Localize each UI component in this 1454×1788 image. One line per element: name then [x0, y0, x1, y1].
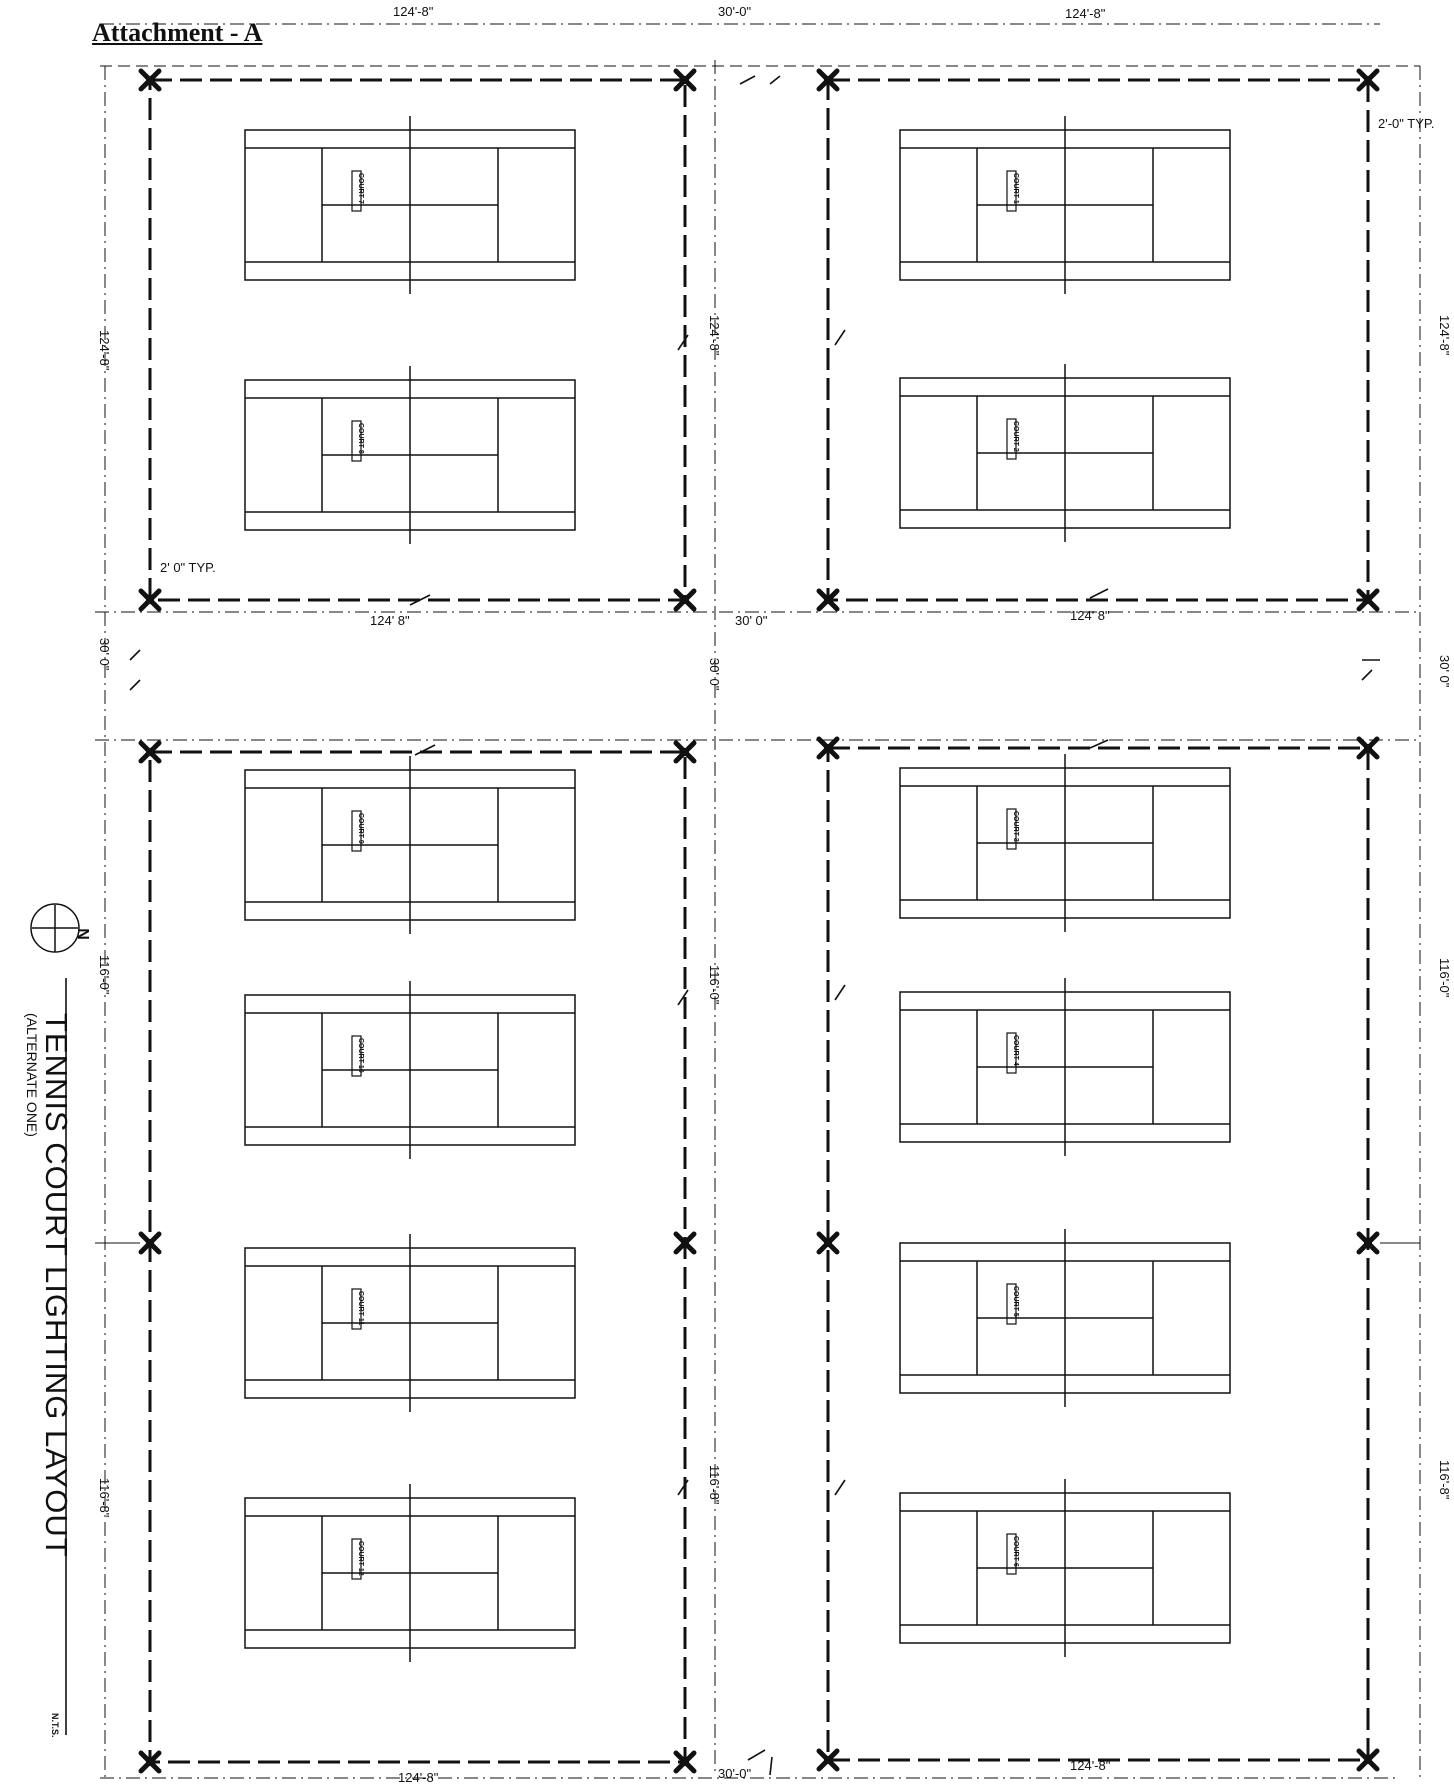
dim-top-left-width: 124'-8"	[393, 4, 434, 19]
court-2-tag	[1006, 418, 1017, 460]
light-pole-icon	[138, 68, 162, 92]
dimension-lines	[95, 23, 1421, 1780]
court-5-tag	[1006, 1283, 1017, 1325]
light-pole-icon	[1356, 68, 1380, 92]
court-10: COURT 10	[244, 981, 576, 1159]
court-8-label: COURT 8	[357, 423, 364, 454]
dim-center-aisle-height: 30' 0"	[707, 658, 722, 691]
court-3-tag	[1006, 808, 1017, 850]
light-pole-icon	[816, 68, 840, 92]
light-pole-icon	[138, 1750, 162, 1774]
court-11: COURT 11	[244, 1234, 576, 1412]
dim-mid-left-width: 124' 8"	[370, 613, 410, 628]
court-7-label: COURT 7	[357, 173, 364, 204]
court-1: COURT 1	[899, 116, 1231, 294]
court-4-tag	[1006, 1032, 1017, 1074]
court-12-tag	[351, 1538, 362, 1580]
light-pole-icon	[1356, 1231, 1380, 1255]
drawing-subtitle: (ALTERNATE ONE)	[24, 1013, 40, 1137]
court-10-tag	[351, 1035, 362, 1077]
court-5: COURT 5	[899, 1229, 1231, 1407]
court-2: COURT 2	[899, 364, 1231, 542]
court-4-label: COURT 4	[1012, 1035, 1019, 1066]
dimension-labels: 124'-8" 30'-0" 124'-8" 124' 8" 30' 0" 12…	[97, 4, 1452, 1785]
court-8-tag	[351, 420, 362, 462]
light-pole-icon	[816, 588, 840, 612]
light-pole-icon	[673, 68, 697, 92]
dim-mid-aisle: 30' 0"	[735, 613, 768, 628]
court-10-label: COURT 10	[357, 1038, 364, 1073]
court-12: COURT 12	[244, 1484, 576, 1662]
dim-right-mid-height: 116'-0"	[1437, 958, 1452, 998]
scale-note: N.T.S.	[50, 1713, 60, 1738]
gate-marks	[129, 75, 1380, 1776]
dim-center-bottom-height: 116'-8"	[707, 1465, 722, 1505]
dim-bottom-aisle: 30'-0"	[718, 1766, 752, 1781]
dim-left-bottom-height: 116'-8"	[97, 1478, 112, 1518]
court-11-tag	[351, 1288, 362, 1330]
light-pole-icon	[816, 1748, 840, 1772]
court-5-label: COURT 5	[1012, 1286, 1019, 1317]
court-6: COURT 6	[899, 1479, 1231, 1657]
dim-bottom-left-width: 124'-8"	[398, 1770, 439, 1785]
light-pole-icon	[673, 1750, 697, 1774]
court-6-label: COURT 6	[1012, 1536, 1019, 1567]
dim-right-aisle-height: 30' 0"	[1437, 655, 1452, 688]
court-7-tag	[351, 170, 362, 212]
court-9: COURT 9	[244, 756, 576, 934]
light-pole-icon	[673, 740, 697, 764]
dim-mid-right-width: 124' 8"	[1070, 608, 1110, 623]
light-pole-icon	[1356, 1748, 1380, 1772]
court-8: COURT 8	[244, 366, 576, 544]
north-arrow-icon	[30, 903, 80, 953]
court-11-label: COURT 11	[357, 1291, 364, 1325]
dim-left-aisle-height: 30' 0"	[97, 638, 112, 671]
light-pole-icon	[1356, 736, 1380, 760]
light-pole-icon	[673, 1231, 697, 1255]
court-9-tag	[351, 810, 362, 852]
court-12-label: COURT 12	[357, 1541, 364, 1576]
court-7: COURT 7	[244, 116, 576, 294]
light-pole-icon	[816, 736, 840, 760]
light-pole-icon	[1356, 588, 1380, 612]
dim-pole-offset-left: 2' 0" TYP.	[160, 560, 216, 575]
court-6-tag	[1006, 1533, 1017, 1575]
dim-pole-offset-right: 2'-0" TYP.	[1378, 116, 1434, 131]
court-3-label: COURT 3	[1012, 811, 1019, 842]
dim-center-upper-height: 124'-8"	[707, 315, 722, 356]
tennis-courts: COURT 7 COURT 1 COURT 8 COURT 2 COURT 9 COURT…	[244, 116, 1231, 1662]
court-1-label: COURT 1	[1012, 173, 1019, 204]
light-poles	[138, 68, 1380, 1774]
light-pole-icon	[138, 1231, 162, 1255]
drawing-title: TENNIS COURT LIGHTING LAYOUT	[39, 1013, 74, 1558]
light-pole-icon	[673, 588, 697, 612]
light-pole-icon	[138, 740, 162, 764]
heading: Attachment - A	[92, 18, 263, 47]
dim-bottom-right-width: 124'-8"	[1070, 1758, 1111, 1773]
court-1-tag	[1006, 170, 1017, 212]
dim-top-aisle: 30'-0"	[718, 4, 752, 19]
dim-left-mid-height: 116'-0"	[97, 955, 112, 995]
dim-top-right-width: 124'-8"	[1065, 6, 1106, 21]
court-3: COURT 3	[899, 754, 1231, 932]
light-pole-icon	[816, 1231, 840, 1255]
fence-lines	[148, 78, 1370, 1764]
dim-right-bottom-height: 116'-8"	[1437, 1460, 1452, 1500]
north-label: N	[73, 928, 91, 940]
court-2-label: COURT 2	[1012, 421, 1019, 452]
court-9-label: COURT 9	[357, 813, 364, 844]
light-pole-icon	[138, 588, 162, 612]
dim-center-mid-height: 116'-0"	[707, 965, 722, 1005]
dim-left-upper-height: 124'-8"	[97, 330, 112, 371]
court-4: COURT 4	[899, 978, 1231, 1156]
dim-right-upper-height: 124'-8"	[1437, 315, 1452, 356]
